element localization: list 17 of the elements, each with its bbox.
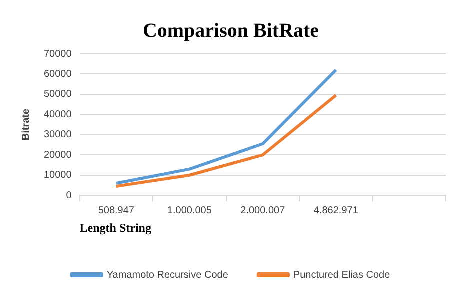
- y-tick-label: 20000: [44, 150, 72, 161]
- x-tick-label: 508.947: [98, 205, 135, 216]
- y-tick-label: 30000: [44, 130, 72, 141]
- y-tick-label: 70000: [44, 48, 72, 60]
- y-tick-label: 40000: [44, 109, 72, 120]
- y-tick-label: 50000: [44, 89, 72, 100]
- x-tick-label: 2.000.007: [240, 205, 286, 216]
- legend-label: Punctured Elias Code: [293, 270, 391, 281]
- legend-label: Yamamoto Recursive Code: [106, 270, 229, 281]
- y-axis-title: Bitrate: [20, 108, 32, 141]
- y-tick-label: 60000: [44, 68, 72, 80]
- y-tick-label: 10000: [44, 170, 72, 182]
- y-tick-label: 0: [66, 190, 72, 202]
- x-tick-label: 4.862.971: [314, 205, 359, 216]
- x-axis-title: Length String: [80, 220, 152, 235]
- chart-title: Comparison BitRate: [142, 20, 320, 42]
- x-tick-label: 1.000.005: [167, 205, 212, 216]
